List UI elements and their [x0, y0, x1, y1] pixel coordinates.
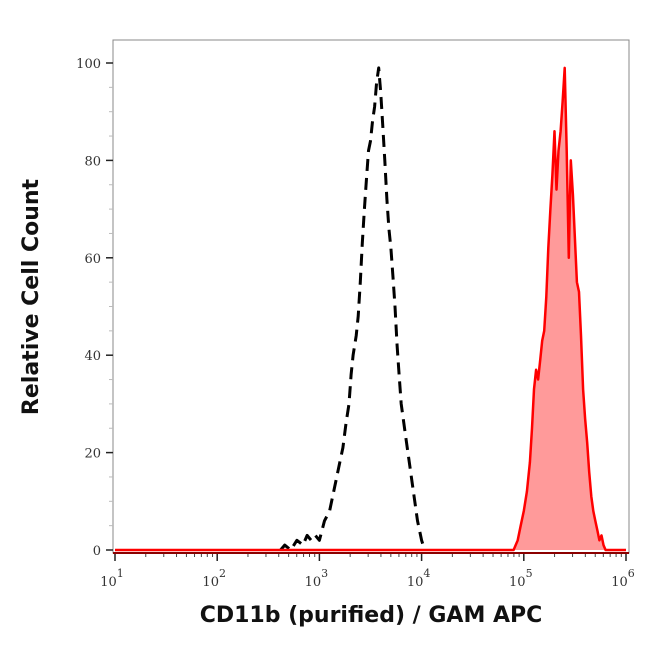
- x-tick-label: 106: [611, 567, 635, 590]
- y-axis-title: Relative Cell Count: [19, 178, 44, 415]
- y-tick-label: 60: [84, 252, 101, 267]
- series-fill: [115, 67, 626, 551]
- x-tick-label: 101: [100, 567, 124, 590]
- y-tick-label: 20: [84, 447, 101, 462]
- x-axis-ticks: 101 102 103 104 105 106: [100, 553, 635, 590]
- y-tick-label: 40: [84, 349, 101, 364]
- y-axis-ticks: 0 20 40 60 80 100: [76, 57, 113, 559]
- y-tick-label: 0: [93, 544, 101, 559]
- stained-histogram-line: [115, 66, 626, 552]
- x-axis-title: CD11b (purified) / GAM APC: [200, 603, 543, 628]
- y-minor-ticks: [109, 86, 113, 527]
- y-tick-label: 100: [76, 57, 101, 72]
- x-tick-label: 103: [305, 567, 329, 590]
- control-histogram-line: [279, 66, 427, 552]
- x-tick-label: 105: [509, 567, 533, 590]
- series-layer: [115, 66, 626, 552]
- x-tick-label: 102: [202, 567, 226, 590]
- x-tick-label: 104: [407, 567, 431, 590]
- y-tick-label: 80: [84, 154, 101, 169]
